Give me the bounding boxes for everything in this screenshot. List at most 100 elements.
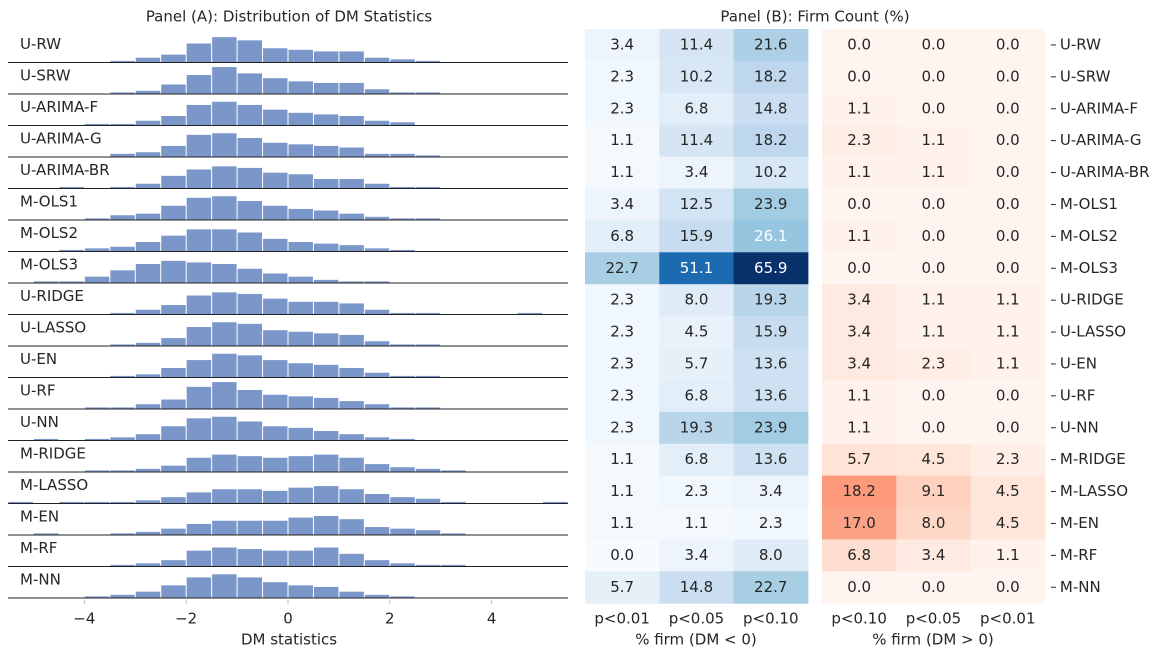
histogram-bar (263, 205, 288, 220)
x-axis-label: % firm (DM > 0) (872, 631, 994, 649)
cell-label: 0.0 (996, 131, 1020, 149)
cell-label: 0.0 (847, 35, 871, 53)
histogram-bar (110, 375, 135, 378)
histogram-bar (110, 246, 135, 252)
cell-label: 2.3 (759, 514, 783, 532)
heatmap-cell (896, 29, 972, 62)
row-label: U-EN (20, 350, 57, 368)
histogram-bar (237, 421, 263, 441)
histogram-bar (8, 501, 33, 504)
histogram-bar (59, 281, 84, 283)
histogram-bar (313, 516, 339, 535)
histogram-bar (135, 468, 161, 472)
heatmap-cell (585, 60, 660, 94)
heatmap-cell (896, 220, 972, 253)
histogram-bar (212, 101, 237, 126)
row-label: M-OLS2 (1060, 227, 1118, 245)
cell-label: 1.1 (922, 163, 946, 181)
histogram-bar (110, 501, 135, 504)
histogram-bar (339, 457, 364, 472)
cell-label: 4.5 (996, 514, 1020, 532)
cell-label: 2.3 (610, 323, 634, 341)
histogram-bar (339, 82, 364, 94)
heatmap-cell (585, 156, 660, 189)
heatmap-cell (659, 411, 735, 445)
row-label: U-EN (1060, 354, 1097, 372)
histogram-bar (186, 327, 212, 346)
cell-label: 2.3 (610, 386, 634, 404)
histogram-bar (161, 54, 186, 63)
heatmap-cell (585, 284, 660, 317)
cell-label: 23.9 (754, 418, 787, 436)
histogram-bar (135, 120, 161, 126)
heatmap-cell (585, 316, 660, 349)
histogram-bar (313, 397, 339, 409)
histogram-bar (263, 360, 288, 378)
histogram-bar (237, 138, 263, 157)
cell-label: 10.2 (680, 67, 713, 85)
histogram-bar (313, 454, 339, 472)
row-label: U-RF (1060, 386, 1095, 404)
histogram-bar (263, 238, 288, 252)
row-label: M-LASSO (20, 476, 88, 494)
histogram-bar (364, 527, 390, 535)
heatmap-cell (585, 443, 660, 477)
heatmap-cell (733, 252, 809, 285)
histogram-bar (237, 456, 263, 472)
histogram-bar (186, 360, 212, 378)
histogram-bar (390, 497, 415, 504)
histogram-bar (212, 416, 237, 441)
heatmap-cell (659, 348, 735, 381)
heatmap-cell (585, 188, 660, 221)
heatmap-cell (733, 379, 809, 413)
histogram-bar (339, 334, 364, 346)
histogram-bar (135, 434, 161, 441)
row-label: U-RIDGE (20, 287, 84, 305)
cell-label: 0.0 (922, 386, 946, 404)
histogram-bar (263, 78, 288, 94)
row-label: M-RF (20, 539, 57, 557)
histogram-bar (339, 147, 364, 157)
cell-label: 0.0 (996, 67, 1020, 85)
cell-label: 0.0 (996, 163, 1020, 181)
histogram-bar (110, 594, 135, 598)
histogram-bar (339, 368, 364, 378)
cell-label: 8.0 (759, 546, 783, 564)
histogram-bar (33, 533, 59, 535)
cell-label: 3.4 (847, 354, 871, 372)
row-label: M-EN (1060, 514, 1099, 532)
heatmap-cell (822, 284, 897, 317)
cell-label: 13.6 (754, 386, 787, 404)
heatmap-cell (970, 60, 1046, 94)
row-label: U-RW (1060, 35, 1101, 53)
histogram-bar (313, 301, 339, 315)
histogram-bar (237, 390, 263, 409)
cell-label: 3.4 (685, 163, 709, 181)
histogram-bar (390, 467, 415, 472)
histogram-bar (288, 208, 313, 220)
heatmap-cell (970, 220, 1046, 253)
histogram-bar (186, 492, 212, 504)
histogram-bar (263, 109, 288, 126)
histogram-bar (441, 533, 466, 535)
histogram-bar (313, 364, 339, 378)
heatmap-cell (733, 220, 809, 253)
heatmap-cell (733, 29, 809, 62)
histogram-bar (415, 407, 441, 409)
cell-label: 0.0 (996, 578, 1020, 596)
histogram-bar (364, 281, 390, 283)
cell-label: 15.9 (680, 227, 713, 245)
histogram-bar (59, 186, 84, 189)
histogram-bar (441, 501, 466, 504)
cell-label: 5.7 (610, 578, 634, 596)
heatmap-cell (659, 507, 735, 540)
histogram-bar (288, 242, 313, 252)
histogram-bar (84, 470, 110, 472)
cell-label: 8.0 (922, 514, 946, 532)
x-tick-label: −2 (175, 610, 197, 628)
row-label: M-OLS2 (20, 224, 78, 242)
heatmap-cell (733, 188, 809, 221)
heatmap-cell (970, 475, 1046, 508)
cell-label: 3.4 (759, 482, 783, 500)
histogram-bar (84, 123, 110, 126)
